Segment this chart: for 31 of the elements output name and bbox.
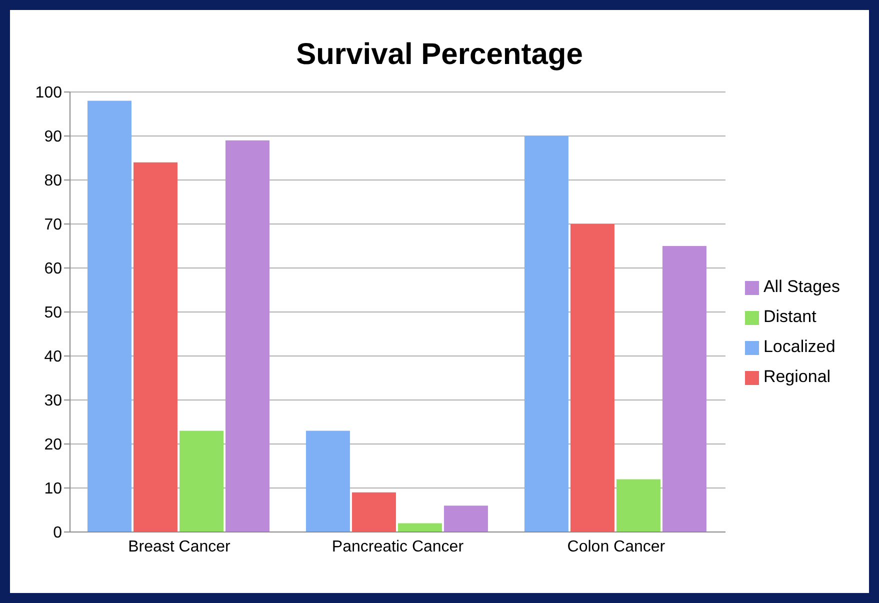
x-tick-label: Breast Cancer: [128, 538, 232, 556]
x-tick-label: Pancreatic Cancer: [332, 538, 464, 556]
bar: [352, 492, 396, 532]
y-tick-label: 50: [44, 304, 62, 322]
y-tick-label: 90: [44, 128, 62, 146]
chart-title: Survival Percentage: [295, 38, 584, 73]
y-tick-label: 20: [44, 436, 62, 454]
bar: [444, 506, 488, 532]
bar: [179, 430, 224, 532]
y-tick-label: 100: [35, 84, 62, 102]
y-tick-label: 10: [44, 480, 62, 498]
y-tick-label: 40: [44, 348, 62, 366]
y-tick-label: 30: [44, 392, 62, 410]
y-tick-label: 80: [44, 172, 62, 190]
bar: [306, 430, 350, 532]
y-tick-label: 60: [44, 260, 62, 278]
bar: [225, 140, 270, 532]
bar: [398, 523, 442, 532]
legend-label: All Stages: [763, 277, 840, 296]
y-tick-label: 70: [44, 216, 62, 234]
legend-label: Regional: [763, 367, 831, 386]
legend-label: Localized: [763, 337, 836, 356]
bar: [87, 100, 132, 532]
bar: [662, 246, 706, 532]
x-tick-label: Colon Cancer: [567, 538, 666, 556]
bar: [133, 162, 178, 532]
bar: [524, 136, 568, 532]
legend-label: Distant: [763, 307, 816, 326]
bar: [570, 224, 614, 532]
y-tick-label: 0: [53, 524, 62, 542]
bar: [616, 479, 660, 532]
